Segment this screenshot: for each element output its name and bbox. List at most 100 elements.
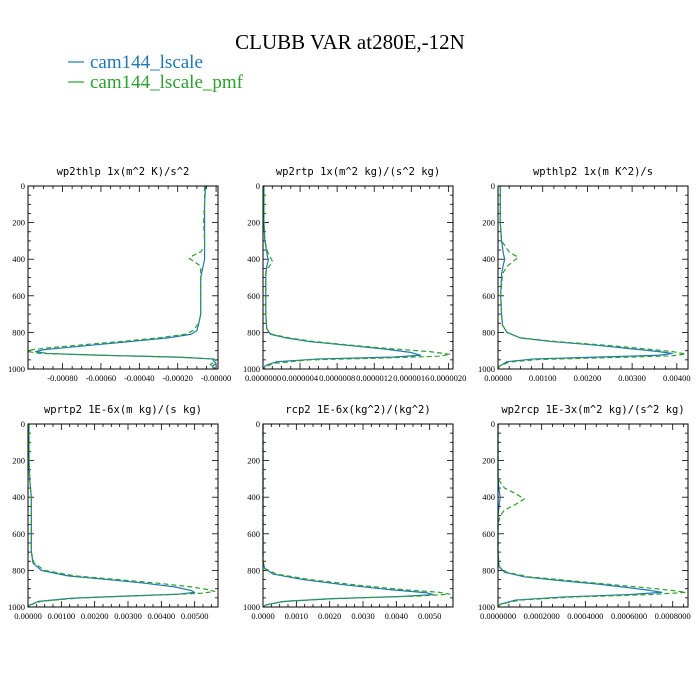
y-tick-label: 200: [482, 218, 495, 228]
y-tick-label: 1000: [8, 602, 25, 612]
x-tick-label: 0.0000: [251, 611, 274, 621]
series-line-cam144_lscale_pmf: [262, 424, 451, 608]
panel-6: wp2rcp 1E-3x(m^2 kg)/(s^2 kg) 0 200 400 600 8…: [478, 404, 691, 621]
y-tick-label: 1000: [478, 602, 495, 612]
y-tick-label: 800: [482, 565, 495, 575]
y-tick-label: 600: [482, 529, 495, 539]
series-line-cam144_lscale: [262, 186, 422, 370]
y-tick-label: 0: [256, 181, 260, 191]
plot-frame: [497, 185, 689, 370]
y-tick-label: 400: [247, 492, 260, 502]
legend: cam144_lscale cam144_lscale_pmf: [68, 52, 244, 93]
y-tick-label: 1000: [243, 602, 260, 612]
y-tick-label: 800: [482, 327, 495, 337]
x-tick-label: -0.00060: [86, 373, 116, 383]
y-tick-label: 0: [491, 419, 495, 429]
x-tick-label: 0.0000020: [430, 373, 466, 383]
panel-title: rcp2 1E-6x(kg^2)/(kg^2): [285, 404, 430, 416]
panel-5: rcp2 1E-6x(kg^2)/(kg^2) 0 200 400 600 800 1000…: [243, 404, 454, 621]
x-tick-label: 0.00300: [618, 373, 646, 383]
y-tick-label: 200: [12, 218, 25, 228]
x-tick-label: 0.00000: [14, 611, 42, 621]
y-tick-label: 200: [247, 456, 260, 466]
y-tick-label: 0: [256, 419, 260, 429]
x-tick-label: 0.0002000: [524, 611, 560, 621]
x-tick-label: 0.0000016: [393, 373, 429, 383]
x-tick-label: 0.00200: [81, 611, 109, 621]
x-tick-label: 0.0000008: [319, 373, 355, 383]
x-tick-label: 0.0000000: [480, 611, 516, 621]
plot-frame: [27, 423, 219, 608]
plot-frame: [262, 423, 454, 608]
x-tick-label: 0.0000000: [245, 373, 281, 383]
x-tick-label: 0.0030: [351, 611, 374, 621]
series-line-cam144_lscale_pmf: [497, 424, 687, 608]
x-tick-label: 0.00400: [663, 373, 691, 383]
y-tick-label: 200: [12, 456, 25, 466]
x-tick-label: 0.00100: [529, 373, 557, 383]
panel-4: wprtp2 1E-6x(m kg)/(s kg) 0 200 400 600 800 10…: [8, 404, 219, 621]
x-tick-label: 0.00100: [48, 611, 76, 621]
y-tick-label: 800: [12, 565, 25, 575]
plot-frame: [262, 185, 454, 370]
panel-1: wp2thlp 1x(m^2 K)/s^2 0 200 400 600 800 1000 -0…: [8, 166, 231, 383]
y-tick-label: 600: [247, 291, 260, 301]
y-tick-label: 0: [21, 419, 25, 429]
series-line-cam144_lscale_pmf: [497, 186, 687, 370]
y-tick-label: 400: [482, 254, 495, 264]
panel-title: wprtp2 1E-6x(m kg)/(s kg): [44, 404, 202, 416]
panel-title: wp2thlp 1x(m^2 K)/s^2: [57, 166, 190, 178]
series-line-cam144_lscale_pmf: [27, 424, 216, 608]
x-tick-label: -0.00080: [47, 373, 77, 383]
y-tick-label: 400: [12, 254, 25, 264]
y-tick-label: 600: [12, 529, 25, 539]
y-tick-label: 800: [12, 327, 25, 337]
x-tick-label: 0.0008000: [655, 611, 691, 621]
series-line-cam144_lscale: [497, 424, 663, 608]
series-line-cam144_lscale_pmf: [27, 186, 217, 370]
x-tick-label: 0.0020: [318, 611, 341, 621]
x-tick-label: 0.00000: [484, 373, 512, 383]
series-line-cam144_lscale: [262, 424, 434, 608]
x-tick-label: 0.0040: [385, 611, 408, 621]
panel-title: wpthlp2 1x(m K^2)/s: [533, 166, 653, 178]
y-tick-label: 0: [491, 181, 495, 191]
panel-title: wp2rtp 1x(m^2 kg)/(s^2 kg): [276, 166, 440, 178]
y-tick-label: 200: [247, 218, 260, 228]
x-tick-label: -0.00040: [124, 373, 154, 383]
panel-grid: wp2thlp 1x(m^2 K)/s^2 0 200 400 600 800 1000 -0…: [8, 166, 691, 621]
x-tick-label: 0.0004000: [567, 611, 603, 621]
y-tick-label: 800: [247, 327, 260, 337]
y-tick-label: 1000: [243, 364, 260, 374]
y-tick-label: 1000: [478, 364, 495, 374]
plot-frame: [497, 423, 689, 608]
y-tick-label: 400: [12, 492, 25, 502]
y-tick-label: 600: [247, 529, 260, 539]
y-tick-label: 200: [482, 456, 495, 466]
x-tick-label: 0.00200: [574, 373, 602, 383]
legend-label-lscale: cam144_lscale: [90, 52, 203, 73]
y-tick-label: 1000: [8, 364, 25, 374]
y-tick-label: 400: [482, 492, 495, 502]
x-tick-label: 0.00300: [114, 611, 142, 621]
x-tick-label: -0.00000: [201, 373, 231, 383]
y-tick-label: 800: [247, 565, 260, 575]
panel-2: wp2rtp 1x(m^2 kg)/(s^2 kg) 0 200 400 600 800 1…: [243, 166, 466, 383]
figure-title: CLUBB VAR at280E,-12N: [235, 30, 465, 54]
x-tick-label: 0.00400: [148, 611, 176, 621]
panel-3: wpthlp2 1x(m K^2)/s020040060080010000.00…: [478, 166, 691, 383]
x-tick-label: 0.00500: [181, 611, 209, 621]
x-tick-label: 0.0006000: [611, 611, 647, 621]
x-tick-label: 0.0000012: [356, 373, 392, 383]
y-tick-label: 400: [247, 254, 260, 264]
x-tick-label: -0.00020: [162, 373, 192, 383]
series-line-cam144_lscale_pmf: [262, 186, 451, 370]
panel-title: wp2rcp 1E-3x(m^2 kg)/(s^2 kg): [501, 404, 684, 416]
legend-label-lscale-pmf: cam144_lscale_pmf: [90, 72, 244, 93]
plot-frame: [27, 185, 219, 370]
y-tick-label: 600: [482, 291, 495, 301]
x-tick-label: 0.0000004: [282, 373, 319, 383]
y-tick-label: 600: [12, 291, 25, 301]
x-tick-label: 0.0010: [285, 611, 308, 621]
